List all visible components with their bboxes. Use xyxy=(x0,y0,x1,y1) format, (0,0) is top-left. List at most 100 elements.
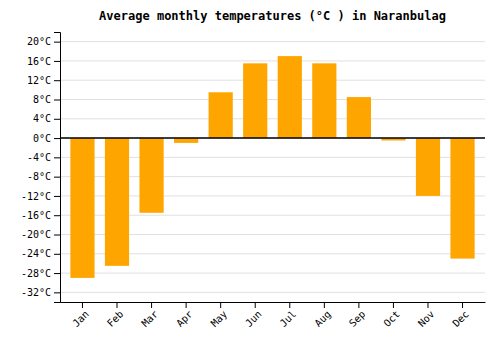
y-tick-label: -28°C xyxy=(21,268,51,279)
grid-line xyxy=(60,273,485,274)
y-axis: -32°C -28°C -24°C -20°C -16°C -12°C -8°C -4°C 0°… xyxy=(21,33,61,303)
x-tick-mark xyxy=(358,302,359,308)
zero-line xyxy=(60,137,485,139)
x-tick: Sep xyxy=(347,302,368,329)
x-tick-label: Jun xyxy=(243,308,264,329)
x-tick-label: Jan xyxy=(70,308,91,329)
x-tick-label: Mar xyxy=(140,308,161,329)
bar xyxy=(312,63,336,138)
x-tick-mark xyxy=(324,302,325,308)
y-tick: 16°C xyxy=(27,56,60,67)
x-tick-label: Apr xyxy=(174,308,195,329)
x-tick-label: Feb xyxy=(105,308,126,329)
x-tick-mark xyxy=(462,302,463,308)
y-tick-mark xyxy=(54,80,60,81)
x-tick-label: Jul xyxy=(278,308,299,329)
y-tick-mark xyxy=(54,215,60,216)
y-tick: -16°C xyxy=(21,210,60,221)
grid-line xyxy=(60,292,485,293)
y-tick-label: -8°C xyxy=(27,171,51,182)
x-tick-label: May xyxy=(209,308,230,329)
y-tick: -8°C xyxy=(27,171,60,182)
y-tick-label: 12°C xyxy=(27,75,51,86)
x-tick: Aug xyxy=(312,302,333,329)
y-tick: 8°C xyxy=(33,94,60,105)
y-tick: 0°C xyxy=(33,133,60,144)
x-tick: Jan xyxy=(70,302,91,329)
y-tick-mark xyxy=(54,177,60,178)
x-tick-mark xyxy=(186,302,187,308)
y-tick: -28°C xyxy=(21,268,60,279)
y-tick: -20°C xyxy=(21,229,60,240)
x-tick: Oct xyxy=(381,302,402,329)
x-tick: Nov xyxy=(416,302,437,329)
bar xyxy=(209,92,233,138)
x-axis: Jan Feb Mar Apr May Jun Jul Aug Sep Oct Nov Dec xyxy=(61,302,486,329)
y-tick-label: 0°C xyxy=(33,133,51,144)
x-tick-mark xyxy=(393,302,394,308)
x-tick-label: Nov xyxy=(416,308,437,329)
x-tick-label: Sep xyxy=(347,308,368,329)
y-tick: 4°C xyxy=(33,113,60,124)
y-tick-label: 4°C xyxy=(33,113,51,124)
y-tick-mark xyxy=(54,235,60,236)
bar xyxy=(105,138,129,266)
x-tick-mark xyxy=(255,302,256,308)
x-tick: Apr xyxy=(174,302,195,329)
bars xyxy=(60,56,485,278)
y-tick-mark xyxy=(54,61,60,62)
x-tick-label: Oct xyxy=(381,308,402,329)
x-tick-label: Aug xyxy=(312,308,333,329)
title: Average monthly temperatures (°C ) in Na… xyxy=(99,9,446,23)
grid-line xyxy=(60,80,485,81)
y-tick: -32°C xyxy=(21,287,60,298)
x-axis-line xyxy=(61,302,486,303)
x-tick-mark xyxy=(82,302,83,308)
x-tick-mark xyxy=(220,302,221,308)
y-tick-mark xyxy=(54,42,60,43)
grid-line xyxy=(60,41,485,42)
x-tick-mark xyxy=(117,302,118,308)
y-tick: -24°C xyxy=(21,248,60,259)
y-tick-mark xyxy=(54,273,60,274)
y-tick-label: -20°C xyxy=(21,229,51,240)
bar xyxy=(416,138,440,196)
x-tick: Dec xyxy=(450,302,471,329)
y-tick: 20°C xyxy=(27,36,60,47)
y-tick-mark xyxy=(54,100,60,101)
grid-line xyxy=(60,138,485,139)
bar xyxy=(450,138,474,259)
y-tick-label: 16°C xyxy=(27,56,51,67)
x-tick-mark xyxy=(151,302,152,308)
grid-line xyxy=(60,60,485,61)
y-axis-line xyxy=(54,33,61,303)
x-tick-label: Dec xyxy=(450,308,471,329)
y-tick-mark xyxy=(54,138,60,139)
bar xyxy=(347,97,371,138)
grid-line xyxy=(60,99,485,100)
plot: -32°C -28°C -24°C -20°C -16°C -12°C -8°C -4°C 0°… xyxy=(21,33,486,329)
y-tick: -4°C xyxy=(27,152,60,163)
y-tick-label: -32°C xyxy=(21,287,51,298)
y-tick-mark xyxy=(54,119,60,120)
y-tick-mark xyxy=(54,254,60,255)
y-tick-label: -12°C xyxy=(21,191,51,202)
y-tick-mark xyxy=(54,196,60,197)
x-tick: Jun xyxy=(243,302,264,329)
bar xyxy=(139,138,163,213)
x-tick: May xyxy=(209,302,230,329)
y-tick: -12°C xyxy=(21,191,60,202)
y-tick-label: 8°C xyxy=(33,94,51,105)
y-tick-mark xyxy=(54,157,60,158)
y-tick-label: -4°C xyxy=(27,152,51,163)
x-tick-mark xyxy=(289,302,290,308)
grid xyxy=(60,42,485,293)
chart: -32°C -28°C -24°C -20°C -16°C -12°C -8°C -4°C 0°… xyxy=(0,0,500,350)
bar xyxy=(278,56,302,138)
x-tick: Jul xyxy=(278,302,299,329)
y-tick: 12°C xyxy=(27,75,60,86)
y-tick-label: -24°C xyxy=(21,248,51,259)
grid-line xyxy=(60,118,485,119)
x-tick: Feb xyxy=(105,302,126,329)
x-tick-mark xyxy=(427,302,428,308)
